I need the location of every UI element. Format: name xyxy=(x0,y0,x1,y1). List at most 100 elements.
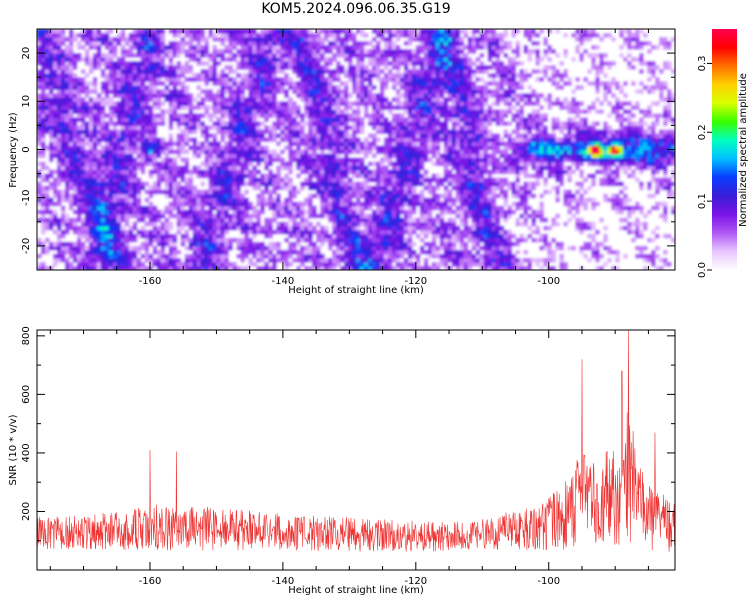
heatmap-cell xyxy=(112,261,118,267)
heatmap-cell xyxy=(296,249,301,255)
heatmap-cell xyxy=(132,73,138,78)
heatmap-cell xyxy=(387,197,393,203)
heatmap-cell xyxy=(407,125,413,131)
heatmap-cell xyxy=(92,65,98,70)
heatmap-cell xyxy=(168,49,174,54)
heatmap-cell xyxy=(356,173,361,179)
heatmap-cell xyxy=(264,41,269,46)
heatmap-cell xyxy=(288,217,293,223)
heatmap-cell xyxy=(336,109,341,114)
heatmap-cell xyxy=(164,97,170,102)
heatmap-cell xyxy=(419,165,425,171)
heatmap-cell xyxy=(252,69,257,74)
heatmap-cell xyxy=(52,177,58,183)
heatmap-cell xyxy=(264,217,269,223)
heatmap-cell xyxy=(184,65,190,70)
heatmap-cell xyxy=(164,85,170,90)
heatmap-cell xyxy=(60,109,66,114)
heatmap-cell xyxy=(423,169,429,175)
heatmap-cell xyxy=(156,181,162,187)
heatmap-cell xyxy=(260,33,265,38)
heatmap-cell xyxy=(403,161,409,167)
heatmap-cell xyxy=(324,201,329,207)
heatmap-cell xyxy=(340,41,345,46)
heatmap-cell xyxy=(324,261,329,267)
heatmap-cell xyxy=(216,229,222,235)
heatmap-cell xyxy=(76,177,82,183)
heatmap-cell xyxy=(68,133,74,139)
heatmap-cell xyxy=(387,153,393,159)
heatmap-cell xyxy=(208,77,214,82)
heatmap-cell xyxy=(403,185,409,191)
heatmap-cell xyxy=(340,109,345,114)
heatmap-cell xyxy=(160,221,166,227)
heatmap-cell xyxy=(419,237,425,243)
heatmap-cell xyxy=(72,133,78,139)
heatmap-cell xyxy=(248,249,253,255)
heatmap-cell xyxy=(348,49,353,54)
heatmap-cell xyxy=(140,37,146,42)
heatmap-cell xyxy=(423,113,429,118)
heatmap-cell xyxy=(216,169,222,175)
heatmap-cell xyxy=(276,113,281,118)
heatmap-cell xyxy=(340,37,345,42)
heatmap-cell xyxy=(212,265,218,270)
heatmap-cell xyxy=(304,165,309,171)
heatmap-cell xyxy=(220,85,226,90)
heatmap-cell xyxy=(363,105,369,110)
heatmap-cell xyxy=(56,249,62,255)
heatmap-cell xyxy=(383,265,389,270)
heatmap-cell xyxy=(92,105,98,110)
heatmap-cell xyxy=(300,213,305,219)
heatmap-cell xyxy=(272,49,277,54)
heatmap-cell xyxy=(216,201,222,207)
heatmap-cell xyxy=(100,177,106,183)
heatmap-cell xyxy=(423,49,429,54)
heatmap-cell xyxy=(415,145,421,151)
heatmap-cell xyxy=(320,161,325,167)
heatmap-cell xyxy=(264,109,269,114)
heatmap-cell xyxy=(160,237,166,243)
heatmap-cell xyxy=(359,121,365,126)
heatmap-cell xyxy=(68,149,74,155)
heatmap-cell xyxy=(256,137,261,143)
heatmap-cell xyxy=(415,153,421,159)
heatmap-cell xyxy=(228,137,233,143)
heatmap-cell xyxy=(48,93,54,98)
heatmap-cell xyxy=(72,197,78,203)
heatmap-cell xyxy=(244,109,249,114)
heatmap-cell xyxy=(252,37,257,42)
heatmap-cell xyxy=(76,161,82,167)
heatmap-cell xyxy=(152,165,158,171)
heatmap-cell xyxy=(188,197,194,203)
heatmap-cell xyxy=(308,197,313,203)
heatmap-cell xyxy=(320,241,325,247)
heatmap-cell xyxy=(296,133,301,139)
heatmap-cell xyxy=(300,245,305,251)
heatmap-cell xyxy=(84,89,90,94)
heatmap-cell xyxy=(427,141,433,147)
heatmap-cell xyxy=(240,209,245,215)
heatmap-cell xyxy=(128,93,134,98)
heatmap-cell xyxy=(80,221,86,227)
heatmap-cell xyxy=(427,197,433,203)
heatmap-cell xyxy=(108,221,114,227)
heatmap-cell xyxy=(328,193,333,199)
heatmap-cell xyxy=(216,89,222,94)
heatmap-cell xyxy=(320,189,325,195)
heatmap-cell xyxy=(68,81,74,86)
heatmap-cell xyxy=(224,33,229,38)
heatmap-cell xyxy=(320,89,325,94)
heatmap-cell xyxy=(415,49,421,54)
heatmap-cell xyxy=(96,97,102,102)
heatmap-cell xyxy=(116,221,122,227)
heatmap-cell xyxy=(411,217,417,223)
heatmap-cell xyxy=(336,229,341,235)
heatmap-cell xyxy=(116,209,122,215)
heatmap-cell xyxy=(92,161,98,167)
heatmap-cell xyxy=(112,197,118,203)
heatmap-cell xyxy=(116,85,122,90)
heatmap-cell xyxy=(132,93,138,98)
heatmap-cell xyxy=(403,165,409,171)
heatmap-cell xyxy=(356,221,361,227)
